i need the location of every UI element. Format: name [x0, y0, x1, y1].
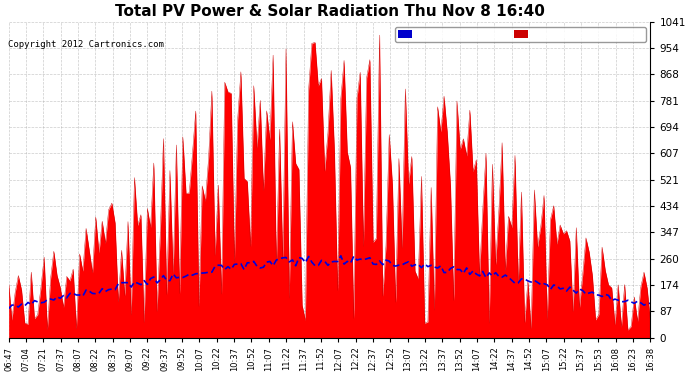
Text: Copyright 2012 Cartronics.com: Copyright 2012 Cartronics.com — [8, 40, 164, 49]
Legend: Radiation  (W/m2), PV Panels  (DC Watts): Radiation (W/m2), PV Panels (DC Watts) — [395, 27, 646, 42]
Title: Total PV Power & Solar Radiation Thu Nov 8 16:40: Total PV Power & Solar Radiation Thu Nov… — [115, 4, 544, 19]
